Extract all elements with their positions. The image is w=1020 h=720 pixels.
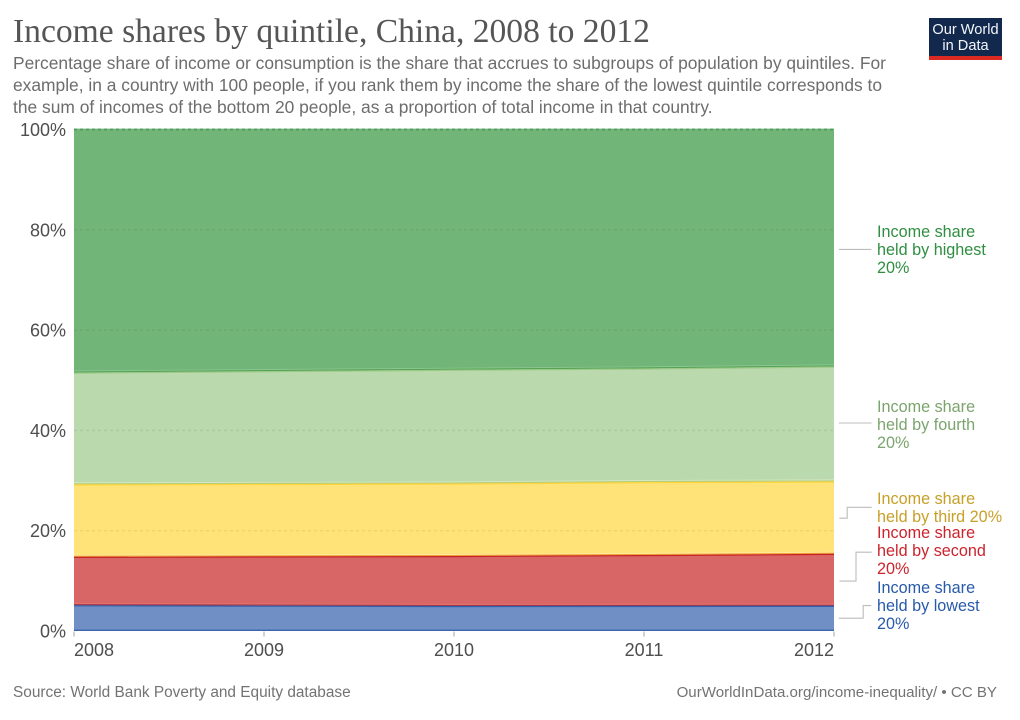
svg-text:held by highest: held by highest bbox=[877, 241, 986, 259]
svg-text:20%: 20% bbox=[877, 615, 909, 633]
svg-text:20%: 20% bbox=[877, 259, 909, 277]
svg-text:20%: 20% bbox=[877, 434, 909, 452]
svg-text:held by third 20%: held by third 20% bbox=[877, 508, 1002, 526]
svg-text:2009: 2009 bbox=[244, 640, 284, 660]
svg-text:held by lowest: held by lowest bbox=[877, 597, 980, 615]
svg-text:2008: 2008 bbox=[74, 640, 114, 660]
svg-text:Income share: Income share bbox=[877, 579, 975, 597]
svg-text:20%: 20% bbox=[30, 521, 66, 541]
svg-text:0%: 0% bbox=[40, 622, 66, 642]
svg-text:2012: 2012 bbox=[794, 640, 834, 660]
svg-text:80%: 80% bbox=[30, 220, 66, 240]
svg-text:2010: 2010 bbox=[434, 640, 474, 660]
svg-text:held by fourth: held by fourth bbox=[877, 416, 975, 434]
svg-text:2011: 2011 bbox=[625, 640, 664, 660]
svg-text:held by second: held by second bbox=[877, 542, 986, 560]
svg-text:Income share: Income share bbox=[877, 398, 975, 416]
svg-text:40%: 40% bbox=[30, 421, 66, 441]
svg-text:Income share: Income share bbox=[877, 490, 975, 508]
svg-text:60%: 60% bbox=[30, 321, 66, 341]
svg-text:100%: 100% bbox=[20, 120, 66, 140]
svg-text:20%: 20% bbox=[877, 560, 909, 578]
svg-text:Income share: Income share bbox=[877, 524, 975, 542]
svg-text:Income share: Income share bbox=[877, 223, 975, 241]
